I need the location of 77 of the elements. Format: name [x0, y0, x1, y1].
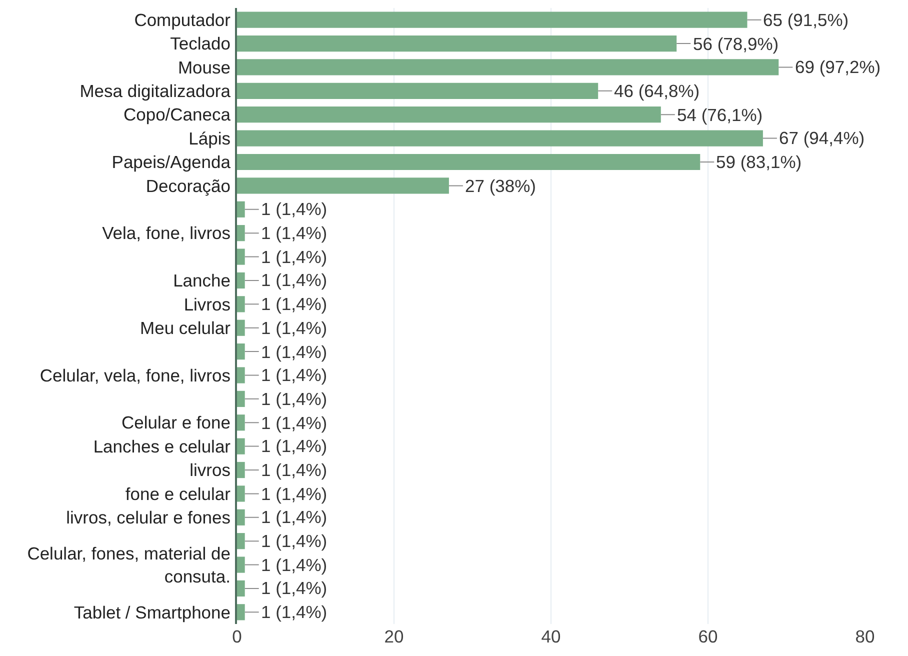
y-tick-label: Computador	[134, 10, 231, 30]
y-tick-label: Copo/Caneca	[123, 104, 231, 125]
y-tick-label: Decoração	[146, 176, 230, 196]
y-tick-label: Mesa digitalizadora	[80, 81, 231, 102]
data-label: 1 (1,4%)	[261, 342, 328, 362]
y-tick-label: livros	[190, 460, 231, 480]
bar	[237, 556, 245, 573]
data-label: 1 (1,4%)	[261, 507, 328, 527]
bar	[237, 130, 763, 146]
y-tick-label: Livros	[184, 294, 231, 314]
bar	[237, 201, 245, 218]
bar	[237, 533, 245, 550]
data-label: 1 (1,4%)	[261, 223, 328, 243]
data-label: 65 (91,5%)	[763, 10, 849, 30]
data-label: 1 (1,4%)	[261, 602, 328, 622]
data-label: 1 (1,4%)	[261, 247, 328, 267]
bar	[237, 462, 245, 478]
y-tick-label: Lanche	[173, 270, 230, 291]
data-label: 1 (1,4%)	[261, 294, 328, 314]
y-tick-label: Vela, fone, livros	[102, 223, 231, 244]
bar	[237, 35, 677, 52]
data-label: 67 (94,4%)	[779, 128, 865, 148]
bar	[237, 580, 245, 597]
data-label: 1 (1,4%)	[261, 436, 328, 456]
bar	[237, 414, 245, 431]
y-tick-label: Tablet / Smartphone	[74, 602, 230, 622]
y-tick-label: Celular, vela, fone, livros	[40, 365, 231, 386]
y-tick-label: Lápis	[188, 128, 231, 148]
y-tick-label: Celular, fones, material de consuta.	[27, 544, 230, 586]
data-label: 1 (1,4%)	[261, 578, 328, 598]
bar	[237, 248, 245, 265]
y-tick-label: Meu celular	[140, 318, 231, 338]
bar	[237, 296, 245, 312]
x-tick-label: 60	[698, 626, 718, 646]
x-tick-label: 40	[541, 626, 561, 646]
data-label: 56 (78,9%)	[693, 34, 779, 54]
data-label: 1 (1,4%)	[261, 484, 328, 504]
x-tick-label: 20	[384, 626, 404, 646]
y-tick-label: Celular e fone	[122, 412, 230, 433]
bar	[237, 367, 245, 384]
bar	[237, 486, 245, 502]
y-tick-label: Lanches e celular	[93, 436, 231, 456]
bar	[237, 154, 700, 170]
data-label: 1 (1,4%)	[261, 460, 328, 480]
x-tick-label: 80	[855, 626, 875, 646]
data-label: 1 (1,4%)	[261, 555, 328, 575]
bar	[237, 12, 748, 28]
bar	[237, 604, 245, 620]
data-label: 1 (1,4%)	[261, 270, 328, 290]
x-tick-label: 0	[232, 626, 242, 646]
data-label: 1 (1,4%)	[261, 389, 328, 409]
bar	[237, 438, 245, 454]
bar	[237, 343, 245, 360]
y-tick-label: livros, celular e fones	[66, 508, 231, 528]
bar	[237, 320, 245, 336]
data-label: 1 (1,4%)	[261, 318, 328, 338]
data-label: 1 (1,4%)	[261, 413, 328, 433]
data-label: 27 (38%)	[465, 176, 536, 196]
bar	[237, 272, 245, 289]
bar	[237, 225, 245, 242]
data-label: 1 (1,4%)	[261, 365, 328, 385]
data-label: 69 (97,2%)	[795, 57, 881, 77]
bar	[237, 178, 449, 194]
bar	[237, 106, 661, 123]
bar	[237, 59, 779, 76]
data-label: 1 (1,4%)	[261, 199, 328, 219]
bar	[237, 509, 245, 526]
y-tick-label: Teclado	[170, 34, 230, 54]
data-label: 54 (76,1%)	[677, 105, 763, 125]
y-tick-label: fone e celular	[125, 484, 231, 504]
y-tick-label: Papeis/Agenda	[112, 152, 231, 172]
data-label: 59 (83,1%)	[716, 152, 802, 172]
bar	[237, 82, 598, 99]
data-label: 1 (1,4%)	[261, 531, 328, 551]
data-label: 46 (64,8%)	[614, 81, 700, 101]
y-tick-label: Mouse	[178, 57, 230, 78]
bar	[237, 390, 245, 407]
